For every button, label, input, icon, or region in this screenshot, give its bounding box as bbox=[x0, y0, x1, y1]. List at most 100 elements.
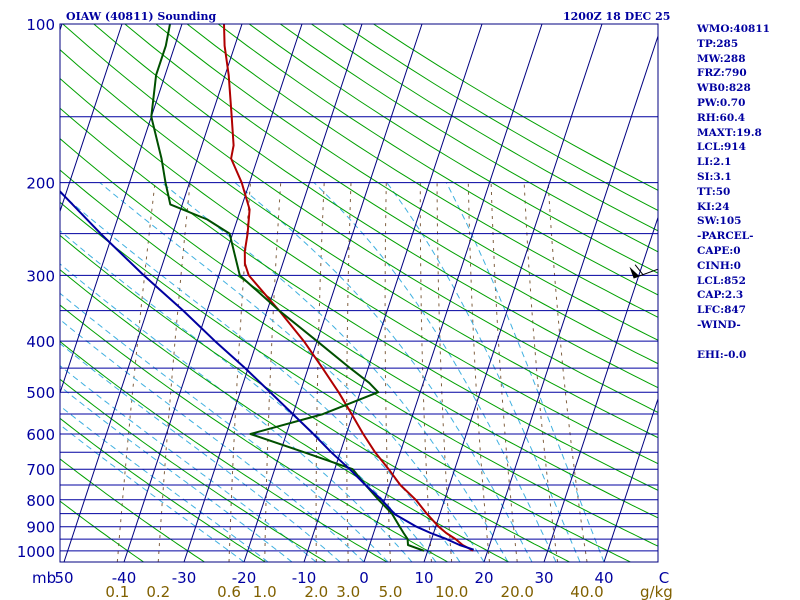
dry-adiabat-line bbox=[217, 24, 658, 296]
dry-adiabat-line bbox=[60, 234, 570, 562]
dry-adiabat-line bbox=[60, 77, 658, 465]
sounding-index: SI:3.1 bbox=[697, 170, 732, 183]
temperature-tick-label: 30 bbox=[534, 569, 553, 587]
mixing-ratio-line bbox=[523, 182, 559, 562]
isotherm-line bbox=[603, 397, 658, 562]
mixing-ratio-line bbox=[264, 182, 282, 562]
mixing-ratio-line bbox=[346, 182, 352, 562]
dry-adiabat-line bbox=[60, 269, 509, 562]
mixing-ratio-line bbox=[467, 182, 490, 562]
moist-adiabat-line bbox=[234, 182, 533, 562]
sounding-index: CAPE:0 bbox=[697, 244, 741, 257]
mixing-ratio-lines bbox=[116, 182, 588, 562]
moist-adiabat-line bbox=[60, 342, 341, 562]
wind-barb-feather bbox=[634, 264, 644, 275]
mixing-ratio-tick-label: 5.0 bbox=[379, 583, 403, 600]
moist-adiabat-line bbox=[60, 365, 317, 562]
moist-adiabat-line bbox=[161, 182, 509, 562]
moist-adiabat-line bbox=[60, 405, 269, 562]
wind-barbs bbox=[629, 264, 659, 279]
sounding-index bbox=[697, 333, 797, 348]
isotherm-line bbox=[60, 24, 63, 32]
isobars bbox=[60, 116, 658, 562]
isotherm-line bbox=[483, 34, 658, 562]
temperature-tick-label: 0 bbox=[359, 569, 369, 587]
dry-adiabat-line bbox=[60, 201, 631, 562]
mixing-ratio-tick-label: 40.0 bbox=[570, 583, 603, 600]
temperature-tick-label: 10 bbox=[414, 569, 433, 587]
moist-adiabat-line bbox=[60, 192, 461, 562]
isotherm-line bbox=[183, 24, 363, 562]
dry-adiabat-line bbox=[280, 24, 658, 253]
dry-adiabat-line bbox=[60, 417, 266, 562]
wind-barb-pennant bbox=[629, 266, 640, 279]
pressure-tick-label: 200 bbox=[26, 175, 55, 193]
mixing-ratio-unit-label: g/kg bbox=[640, 583, 673, 600]
sounding-index: MW:288 bbox=[697, 52, 746, 65]
mixing-ratio-tick-label: 20.0 bbox=[501, 583, 534, 600]
mixing-ratio-line bbox=[490, 182, 518, 562]
chart-valid-time: 1200Z 18 DEC 25 bbox=[563, 10, 670, 23]
dry-adiabats bbox=[60, 24, 658, 562]
mixing-ratio-tick-label: 0.2 bbox=[146, 583, 170, 600]
moist-adiabat-line bbox=[60, 385, 293, 562]
pressure-tick-label: 800 bbox=[26, 492, 55, 510]
mixing-ratio-tick-label: 10.0 bbox=[435, 583, 468, 600]
mixing-ratio-line bbox=[436, 182, 453, 562]
mixing-ratio-tick-label: 2.0 bbox=[304, 583, 328, 600]
dry-adiabat-line bbox=[60, 138, 658, 519]
sounding-index: MAXT:19.8 bbox=[697, 126, 762, 139]
mixing-ratio-line bbox=[547, 182, 588, 562]
sounding-index: KI:24 bbox=[697, 200, 730, 213]
dry-adiabat-line bbox=[155, 24, 658, 341]
sounding-index: PW:0.70 bbox=[697, 96, 746, 109]
temperature-tick-label: 40 bbox=[594, 569, 613, 587]
mixing-ratio-line bbox=[419, 182, 432, 562]
dry-adiabat-line bbox=[60, 304, 449, 562]
sounding-index: LCL:914 bbox=[697, 141, 746, 154]
isotherm-line bbox=[543, 215, 658, 562]
dry-adiabat-line bbox=[60, 169, 658, 547]
isotherm-line bbox=[423, 24, 603, 562]
temperature-tick-label: C bbox=[659, 569, 669, 587]
dewpoint-trace bbox=[150, 24, 425, 552]
dry-adiabat-line bbox=[60, 458, 205, 562]
pressure-tick-label: 1000 bbox=[17, 543, 55, 561]
sounding-index: TT:50 bbox=[697, 185, 731, 198]
sounding-index: WB0:828 bbox=[697, 82, 751, 95]
moist-adiabat-line bbox=[313, 182, 557, 562]
mixing-ratio-line bbox=[157, 182, 191, 562]
temperature-tick-label: -30 bbox=[172, 569, 197, 587]
moist-adiabats bbox=[60, 182, 605, 562]
pressure-tick-label: 700 bbox=[26, 461, 55, 479]
sounding-index: EHI:-0.0 bbox=[697, 348, 747, 361]
sounding-index: LCL:852 bbox=[697, 274, 746, 287]
moist-adiabat-line bbox=[386, 182, 581, 562]
mixing-ratio-tick-label: 3.0 bbox=[336, 583, 360, 600]
mixing-ratio-line bbox=[315, 182, 325, 562]
mixing-ratio-line bbox=[228, 182, 251, 562]
sounding-index: FRZ:790 bbox=[697, 67, 747, 80]
mixing-ratio-tick-label: 1.0 bbox=[253, 583, 277, 600]
temperature-tick-label: -40 bbox=[112, 569, 137, 587]
moist-adiabat-line bbox=[445, 182, 605, 562]
moist-adiabat-line bbox=[60, 292, 389, 562]
chart-title: OIAW (40811) Sounding bbox=[66, 10, 217, 23]
temperature-tick-label: -10 bbox=[292, 569, 317, 587]
mixing-ratio-line bbox=[116, 182, 156, 562]
sounding-index: -WIND- bbox=[697, 318, 741, 331]
isotherm-line bbox=[60, 24, 183, 395]
dry-adiabat-line bbox=[186, 24, 658, 318]
temperature-trace bbox=[223, 24, 474, 552]
isotherm-line bbox=[303, 24, 483, 562]
dry-adiabat-line bbox=[60, 378, 327, 562]
moist-adiabat-line bbox=[60, 263, 413, 562]
isotherm-line bbox=[63, 24, 243, 562]
plot-frame bbox=[59, 23, 659, 563]
dry-adiabat-line bbox=[60, 500, 144, 562]
pressure-tick-label: 100 bbox=[26, 16, 55, 34]
wind-barb-staff bbox=[633, 268, 659, 279]
mixing-ratio-tick-label: 0.6 bbox=[217, 583, 241, 600]
isotherm-line bbox=[0, 24, 2, 562]
isotherm-line bbox=[60, 24, 123, 213]
